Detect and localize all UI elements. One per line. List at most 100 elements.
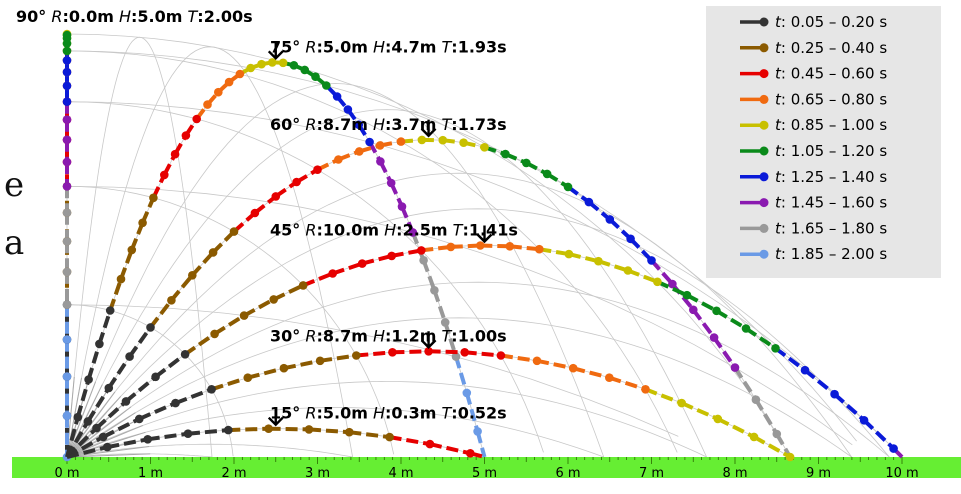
legend-swatch-dot: [760, 172, 769, 181]
time-dot: [497, 351, 506, 360]
time-dot: [714, 415, 723, 424]
time-dot: [251, 209, 260, 218]
time-dot: [606, 215, 615, 224]
legend-range: 0.65 – 0.80 s: [791, 90, 888, 108]
time-value: 1.41s: [469, 221, 518, 240]
time-dot: [771, 344, 780, 353]
trajectory-segment: [188, 430, 228, 434]
legend-range: 1.65 – 1.80 s: [791, 219, 888, 237]
time-dot: [300, 66, 309, 75]
x-tick-label: 7 m: [639, 466, 664, 481]
range-value: 8.7m: [323, 115, 368, 134]
trajectory-segment: [756, 400, 777, 434]
time-dot: [135, 415, 144, 424]
time-dot: [311, 72, 320, 81]
legend-colon: :: [781, 245, 791, 263]
legend-colon: :: [781, 142, 791, 160]
time-dot: [299, 281, 308, 290]
legend-label: t: 1.45 – 1.60 s: [775, 194, 887, 212]
time-dot: [138, 219, 147, 228]
time-dot: [63, 136, 72, 145]
height-value: 2.5m: [403, 221, 448, 240]
time-dot: [224, 426, 233, 435]
x-tick-label: 5 m: [472, 466, 497, 481]
legend-colon: :: [781, 116, 791, 134]
time-dot: [731, 363, 740, 372]
x-tick-label: 1 m: [138, 466, 163, 481]
time-dot: [167, 296, 176, 305]
time-dot: [365, 138, 374, 147]
text-fragment-a: e: [4, 165, 24, 205]
range-key: R: [300, 326, 316, 345]
time-dot: [889, 444, 898, 453]
range-key: R: [300, 404, 316, 423]
legend-label: t: 1.25 – 1.40 s: [775, 168, 887, 186]
legend-colon: :: [781, 39, 791, 57]
time-dot: [677, 399, 686, 408]
time-dot: [543, 170, 552, 179]
time-dot: [63, 237, 72, 246]
legend-colon: :: [781, 65, 791, 83]
time-dot: [63, 372, 72, 381]
time-dot: [533, 357, 542, 366]
legend-label: t: 1.65 – 1.80 s: [775, 219, 887, 237]
legend-swatch-dot: [760, 121, 769, 130]
height-value: 5.0m: [137, 7, 182, 26]
time-dot: [387, 252, 396, 261]
legend-range: 0.05 – 0.20 s: [791, 13, 888, 31]
trajectory-segment: [718, 419, 754, 437]
time-dot: [117, 275, 126, 284]
time-dot: [569, 364, 578, 373]
legend-swatch-dot: [760, 69, 769, 78]
trajectory-label-45: 45° R:10.0m H:2.5m T:1.41s: [270, 221, 518, 240]
height-key: H: [368, 37, 385, 56]
time-dot: [376, 141, 385, 150]
angle-value: 60°: [270, 115, 300, 134]
angle-value: 45°: [270, 221, 300, 240]
time-dot: [214, 88, 223, 97]
time-value: 1.93s: [458, 37, 507, 56]
time-dot: [106, 306, 115, 315]
height-value: 4.7m: [391, 37, 436, 56]
time-dot: [84, 417, 93, 426]
time-dot: [192, 115, 201, 124]
time-dot: [210, 330, 219, 339]
legend-colon: :: [781, 13, 791, 31]
time-dot: [344, 105, 353, 114]
time-dot: [786, 453, 795, 462]
time-dot: [459, 138, 468, 147]
trajectory-segment: [148, 434, 188, 440]
time-dot: [305, 425, 314, 434]
time-dot: [641, 385, 650, 394]
time-dot: [313, 165, 322, 174]
x-tick-label: 8 m: [722, 466, 747, 481]
trajectory-segment: [126, 377, 156, 402]
time-dot: [272, 192, 281, 201]
time-dot: [830, 390, 839, 399]
time-dot: [712, 307, 721, 316]
angle-value: 15°: [270, 404, 300, 423]
time-key: T: [182, 7, 198, 26]
time-dot: [345, 428, 354, 437]
x-tick-label: 9 m: [806, 466, 831, 481]
time-dot: [63, 300, 72, 309]
time-dot: [171, 150, 180, 159]
time-dot: [143, 435, 152, 444]
time-dot: [653, 278, 662, 287]
trajectory-outline: [67, 37, 212, 457]
legend-label: t: 0.65 – 0.80 s: [775, 90, 887, 108]
legend-range: 1.05 – 1.20 s: [791, 142, 888, 160]
time-dot: [269, 295, 278, 304]
legend-colon: :: [781, 168, 791, 186]
legend-label: t: 1.05 – 1.20 s: [775, 142, 887, 160]
time-dot: [385, 433, 394, 442]
trajectory-label-30: 30° R:8.7m H:1.2m T:1.00s: [270, 326, 507, 345]
time-dot: [334, 155, 343, 164]
time-dot: [63, 268, 72, 277]
time-value: 2.00s: [204, 7, 253, 26]
time-dot: [501, 150, 510, 159]
trajectory-segment: [390, 437, 430, 444]
time-dot: [752, 395, 761, 404]
